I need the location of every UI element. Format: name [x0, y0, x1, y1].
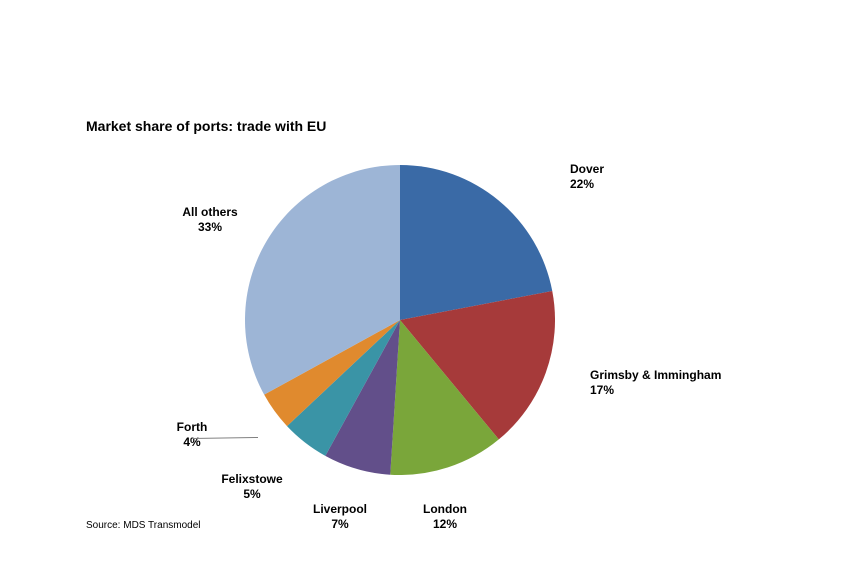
slice-label-pct: 17% [590, 383, 721, 398]
slice-label: Felixstowe5% [221, 472, 282, 502]
chart-title: Market share of ports: trade with EU [86, 118, 326, 134]
source-attribution: Source: MDS Transmodel [86, 520, 201, 531]
slice-label: Forth4% [177, 420, 208, 450]
pie-svg [245, 165, 555, 475]
pie-chart [245, 165, 555, 480]
slice-label: Grimsby & Immingham17% [590, 368, 721, 398]
slice-label-name: Dover [570, 162, 604, 177]
slice-label: Dover22% [570, 162, 604, 192]
slice-label-name: All others [182, 205, 237, 220]
slice-label: Liverpool7% [313, 502, 367, 532]
slice-label: All others33% [182, 205, 237, 235]
slice-label-name: Felixstowe [221, 472, 282, 487]
slice-label-pct: 12% [423, 517, 467, 532]
slice-label: London12% [423, 502, 467, 532]
slice-label-pct: 33% [182, 220, 237, 235]
slice-label-pct: 5% [221, 487, 282, 502]
slice-label-name: Grimsby & Immingham [590, 368, 721, 383]
slice-label-pct: 7% [313, 517, 367, 532]
slice-label-name: Liverpool [313, 502, 367, 517]
slice-label-pct: 22% [570, 177, 604, 192]
slice-label-name: Forth [177, 420, 208, 435]
slice-label-name: London [423, 502, 467, 517]
